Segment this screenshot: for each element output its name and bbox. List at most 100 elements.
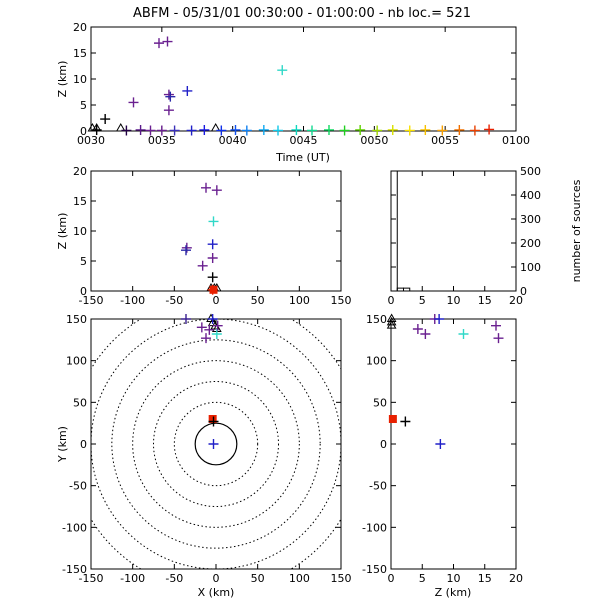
y-tick-label: 5 [80,255,87,268]
x-height-y-axis-label: Z (km) [56,213,69,250]
x-tick-label: 10 [447,294,461,307]
y-tick-label: 20 [73,21,87,34]
plan-view-panel: -150 -100 -50 0 50 100 150 -150 -100 -50 0 50 100 15… [56,313,352,599]
source-plus-marker [162,36,173,47]
source-plus-marker [181,314,191,324]
y-tick-label: 100 [520,261,541,274]
source-plus-marker [145,125,156,136]
range-rings [91,319,341,569]
histogram-bars [390,170,411,292]
y-tick-label: 100 [66,355,87,368]
source-plus-marker [207,284,218,295]
source-plus-marker [182,85,193,96]
source-plus-marker [163,105,174,116]
y-tick-label: 0 [520,285,527,298]
source-plus-marker [199,124,210,135]
range-ring [194,422,238,466]
first-source-square [208,415,217,423]
source-plus-marker [212,320,223,331]
x-tick-label: 5 [419,572,426,585]
y-tick-label: 300 [520,213,541,226]
source-plus-marker [491,320,501,331]
source-plus-marker [100,114,111,125]
y-tick-label: 100 [366,355,387,368]
y-tick-label: -50 [69,480,87,493]
source-plus-marker [121,125,132,136]
x-tick-label: 0055 [431,134,459,147]
y-tick-label: 500 [520,165,541,178]
x-tick-label: 100 [289,294,310,307]
y-tick-label: -100 [62,521,87,534]
source-plus-marker [339,125,350,136]
x-tick-label: 0 [213,572,220,585]
source-plus-marker [420,124,431,135]
histogram-y-tick-labels: 0 100 200 300 400 500 [391,165,541,298]
source-plus-marker [208,216,219,227]
time-height-panel: 0030 0035 0040 0045 0050 0055 0100 0 5 10 15 20 Ti… [56,21,530,164]
x-tick-label: -100 [120,572,145,585]
x-tick-label: 50 [251,294,265,307]
source-plus-marker [307,125,317,136]
height-y-panel: 0 5 10 15 20 -150 -100 -50 0 50 100 150 Z (km) [362,313,523,599]
source-plus-marker [400,416,411,427]
x-tick-label: -50 [165,294,183,307]
x-tick-label: 0 [388,572,395,585]
source-plus-marker [207,272,218,283]
x-tick-label: -150 [79,294,104,307]
source-plus-marker [181,245,191,256]
range-ring [111,339,321,549]
source-plus-marker [258,124,269,135]
source-plus-marker [169,125,180,136]
x-tick-label: 0040 [219,134,247,147]
time-height-y-axis-label: Z (km) [56,61,69,98]
source-plus-marker [412,324,423,334]
height-y-frame [390,318,517,570]
x-tick-label: 150 [331,572,352,585]
source-plus-marker [434,314,445,324]
y-tick-label: 0 [380,438,387,451]
histogram-bar [396,287,404,292]
station-triangle [115,122,126,132]
source-plus-marker [458,329,469,339]
x-tick-label: 150 [331,294,352,307]
y-tick-label: 0 [80,125,87,138]
x-tick-label: -50 [165,572,183,585]
y-tick-label: -50 [369,480,387,493]
y-tick-label: -150 [62,563,87,576]
source-plus-marker [201,333,211,344]
source-plus-marker [211,185,222,196]
source-plus-marker [484,124,495,135]
source-plus-marker [163,89,174,100]
source-plus-marker [277,65,288,76]
source-plus-marker [181,242,192,253]
source-plus-marker [91,124,102,135]
source-plus-marker [273,125,283,136]
y-tick-label: 5 [80,99,87,112]
x-tick-label: 15 [478,572,492,585]
source-plus-marker [207,239,218,250]
height-y-x-tick-labels: 0 5 10 15 20 [388,319,523,585]
source-plus-marker [435,439,446,449]
y-tick-label: 20 [73,165,87,178]
first-source-square [388,415,397,423]
source-plus-marker [372,125,383,136]
x-tick-label: 50 [251,572,265,585]
source-plus-marker [324,124,334,135]
source-plus-marker [207,314,218,324]
source-plus-marker [128,97,139,108]
source-plus-marker [186,125,197,136]
source-plus-marker [387,124,398,135]
y-tick-label: 400 [520,189,541,202]
source-plus-marker [165,91,176,102]
plan-view-x-axis-label: X (km) [198,586,235,599]
histogram-frame [390,170,517,292]
source-plus-marker [207,253,218,263]
station-triangle [386,316,397,326]
station-triangle [210,122,221,132]
source-plus-marker [154,38,164,49]
x-tick-label: 0 [213,294,220,307]
y-tick-label: 0 [80,438,87,451]
x-tick-label: 20 [509,294,523,307]
y-tick-label: 0 [80,285,87,298]
